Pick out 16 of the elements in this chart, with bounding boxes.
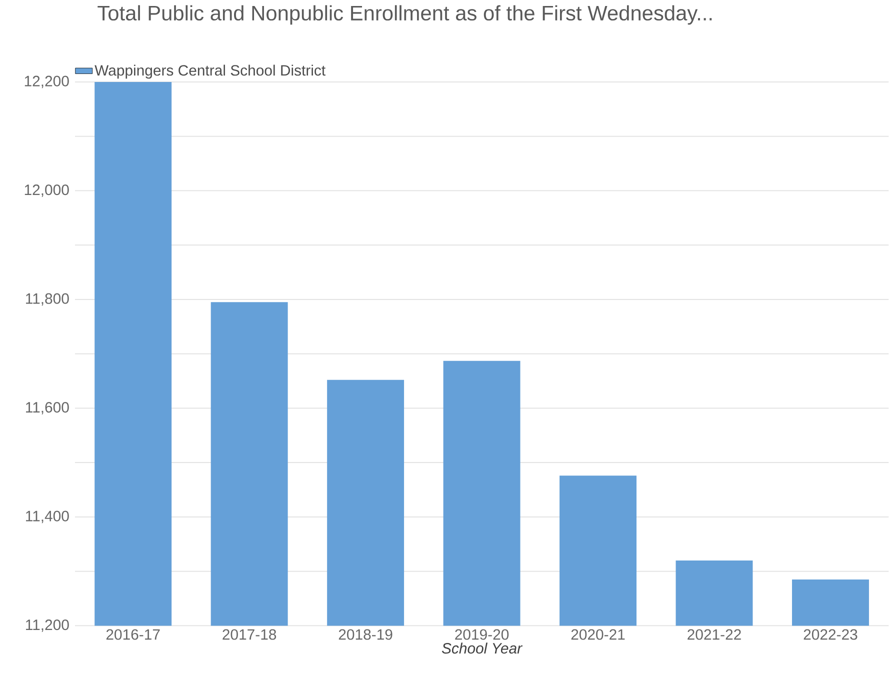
x-tick-label: 2016-17 [106,629,160,640]
y-tick-label: 11,400 [26,510,69,524]
x-tick-label: 2018-19 [338,629,392,640]
x-tick-label: 2017-18 [222,629,276,640]
x-tick-label: 2020-21 [571,629,625,640]
y-tick-label: 11,800 [26,293,69,306]
y-tick-label: 12,200 [24,76,69,88]
x-tick-label: 2022-23 [804,629,858,640]
y-tick-label: 11,200 [26,620,69,632]
x-tick-label: 2019-20 [455,629,509,640]
y-tick-label: 12,000 [24,184,69,198]
y-tick-label: 11,600 [26,402,69,415]
x-axis-title: School Year [442,642,523,654]
x-tick-label: 2021-22 [688,629,741,640]
legend-label: Wappingers Central School District [94,64,326,79]
chart-title: Total Public and Nonpublic Enrollment as of the First Wednesday... [98,5,712,25]
